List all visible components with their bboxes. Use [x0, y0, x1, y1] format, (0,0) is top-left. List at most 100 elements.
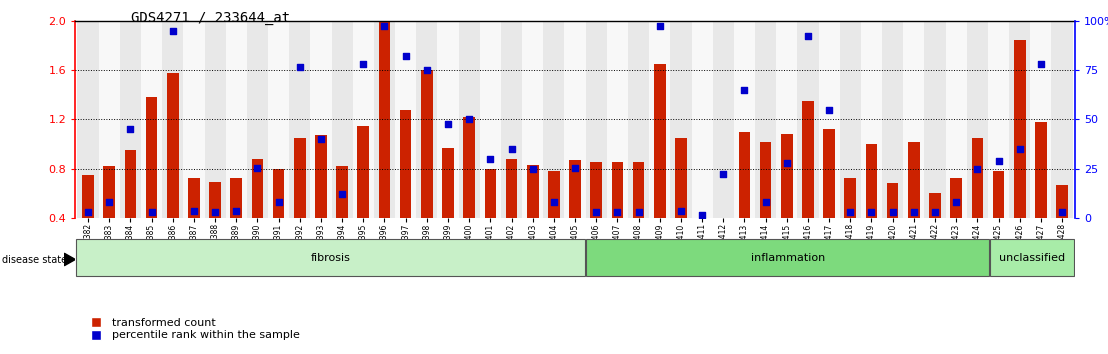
Point: [545, 199, 563, 205]
Bar: [331, 21, 352, 218]
Bar: [1056, 184, 1068, 218]
Bar: [226, 21, 247, 218]
Text: fibrosis: fibrosis: [310, 252, 350, 263]
Point: [566, 165, 584, 170]
Bar: [1014, 40, 1026, 218]
Bar: [463, 117, 475, 218]
Bar: [1030, 21, 1051, 218]
Bar: [612, 162, 623, 218]
Bar: [903, 21, 924, 218]
Point: [1010, 146, 1028, 152]
Bar: [696, 218, 708, 236]
Point: [947, 199, 965, 205]
Bar: [484, 169, 496, 218]
Text: inflammation: inflammation: [750, 252, 824, 263]
Bar: [505, 159, 517, 218]
Point: [694, 212, 711, 218]
Bar: [230, 178, 242, 218]
Bar: [840, 21, 861, 218]
Bar: [798, 21, 819, 218]
Bar: [124, 150, 136, 218]
Bar: [607, 21, 628, 218]
Bar: [75, 239, 585, 276]
Bar: [480, 21, 501, 218]
Point: [185, 208, 203, 214]
Bar: [247, 21, 268, 218]
Bar: [802, 101, 813, 218]
Bar: [988, 21, 1009, 218]
Bar: [861, 21, 882, 218]
Bar: [315, 136, 327, 218]
Bar: [268, 21, 289, 218]
Bar: [522, 21, 543, 218]
Point: [673, 208, 690, 214]
Bar: [564, 21, 586, 218]
Bar: [103, 166, 115, 218]
Bar: [945, 21, 967, 218]
Bar: [675, 138, 687, 218]
Bar: [886, 183, 899, 218]
Point: [757, 199, 774, 205]
Text: unclassified: unclassified: [999, 252, 1065, 263]
Point: [841, 209, 859, 215]
Point: [926, 209, 944, 215]
Text: disease state: disease state: [2, 255, 68, 265]
Bar: [930, 193, 941, 218]
Point: [503, 146, 521, 152]
Bar: [570, 160, 581, 218]
Bar: [141, 21, 162, 218]
Point: [79, 210, 96, 215]
Bar: [162, 21, 183, 218]
Point: [460, 117, 478, 122]
Point: [248, 165, 266, 170]
Bar: [183, 21, 205, 218]
Point: [355, 62, 372, 67]
Bar: [167, 73, 178, 218]
Bar: [733, 21, 755, 218]
Point: [101, 199, 119, 205]
Bar: [781, 134, 792, 218]
Point: [608, 209, 626, 215]
Bar: [972, 138, 983, 218]
Bar: [712, 21, 733, 218]
Bar: [417, 21, 438, 218]
Bar: [289, 21, 310, 218]
Bar: [844, 178, 856, 218]
Bar: [628, 21, 649, 218]
Point: [227, 208, 245, 214]
Bar: [865, 144, 878, 218]
Point: [736, 87, 753, 93]
Bar: [543, 21, 564, 218]
Bar: [78, 21, 99, 218]
Bar: [760, 142, 771, 218]
Point: [122, 126, 140, 132]
Bar: [633, 162, 645, 218]
Point: [650, 23, 668, 29]
Bar: [670, 21, 691, 218]
Bar: [1051, 21, 1073, 218]
Bar: [459, 21, 480, 218]
Bar: [591, 162, 602, 218]
Point: [206, 210, 224, 215]
Bar: [273, 169, 285, 218]
Point: [334, 191, 351, 197]
Bar: [654, 64, 666, 218]
Bar: [501, 21, 522, 218]
Bar: [755, 21, 777, 218]
Point: [587, 209, 605, 215]
Bar: [310, 21, 331, 218]
Bar: [993, 171, 1004, 218]
Point: [143, 210, 161, 215]
Bar: [205, 21, 226, 218]
Bar: [819, 21, 840, 218]
Bar: [358, 126, 369, 218]
Point: [715, 172, 732, 177]
Point: [905, 209, 923, 215]
Bar: [882, 21, 903, 218]
Point: [799, 33, 817, 39]
Bar: [438, 21, 459, 218]
Point: [397, 53, 414, 58]
Bar: [188, 178, 199, 218]
Bar: [294, 138, 306, 218]
Bar: [337, 166, 348, 218]
